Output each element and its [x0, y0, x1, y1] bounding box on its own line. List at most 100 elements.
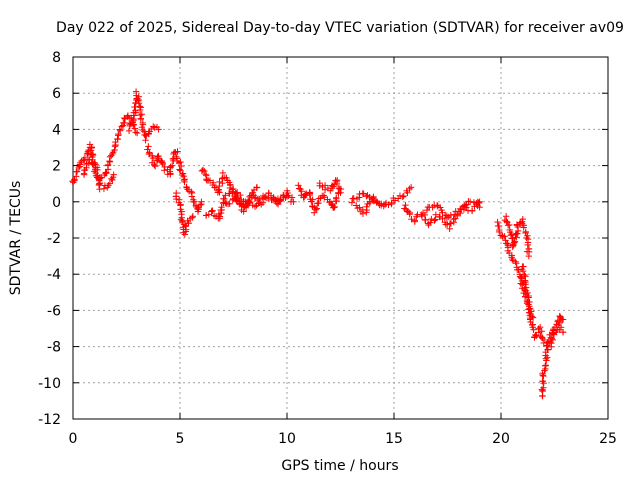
data-point — [179, 170, 187, 177]
data-point — [476, 204, 483, 211]
data-point — [402, 201, 409, 209]
y-tick-label: 8 — [52, 50, 61, 66]
data-point — [274, 200, 282, 208]
data-point — [530, 326, 537, 333]
data-point — [134, 129, 141, 137]
data-point — [221, 195, 228, 203]
data-point — [421, 216, 429, 224]
data-point — [316, 182, 323, 189]
data-point — [388, 199, 395, 207]
data-point — [251, 203, 259, 210]
data-point — [177, 167, 184, 174]
data-point — [447, 220, 455, 227]
data-point — [502, 237, 509, 244]
data-point — [75, 164, 83, 172]
data-point — [333, 180, 341, 188]
data-point — [532, 332, 540, 339]
data-point — [215, 187, 222, 195]
data-point — [117, 127, 124, 134]
data-point — [151, 161, 158, 168]
data-point — [155, 126, 162, 133]
y-tick-label: 0 — [52, 195, 61, 211]
data-point — [177, 158, 184, 166]
data-point — [202, 171, 209, 178]
data-point — [337, 189, 344, 196]
data-point — [202, 212, 210, 219]
data-point — [496, 228, 503, 236]
data-point — [130, 115, 137, 123]
data-point — [545, 338, 552, 345]
data-point — [166, 168, 174, 175]
y-tick-label: 6 — [52, 86, 61, 102]
data-point — [216, 189, 223, 196]
data-point — [111, 146, 118, 154]
data-point — [196, 201, 204, 209]
data-point — [265, 194, 272, 201]
data-point — [230, 185, 237, 193]
data-point — [242, 198, 249, 205]
data-point — [90, 161, 97, 168]
data-point — [313, 205, 321, 212]
data-point — [306, 191, 313, 199]
data-point — [256, 195, 263, 203]
data-point — [542, 362, 549, 370]
data-point — [195, 204, 202, 211]
data-point — [89, 153, 96, 161]
data-point — [70, 179, 77, 186]
data-point — [511, 239, 518, 246]
data-point — [190, 198, 197, 206]
data-point — [282, 194, 289, 201]
data-point — [406, 185, 413, 193]
data-point — [131, 103, 138, 111]
data-point — [169, 162, 176, 169]
data-point — [181, 231, 189, 238]
chart-title: Day 022 of 2025, Sidereal Day-to-day VTE… — [56, 20, 624, 36]
data-point — [198, 198, 205, 205]
axis-ticks — [72, 56, 609, 420]
data-point — [525, 294, 532, 301]
data-point — [209, 207, 216, 215]
data-point — [151, 162, 159, 170]
data-point — [174, 148, 181, 155]
data-point — [142, 137, 149, 144]
data-point — [350, 195, 357, 202]
data-point — [276, 196, 284, 204]
data-point — [104, 162, 112, 169]
y-tick-label: -8 — [47, 340, 61, 356]
data-point — [444, 221, 451, 228]
data-point — [513, 230, 520, 237]
data-point — [219, 169, 227, 177]
data-point — [451, 211, 458, 218]
data-point — [524, 241, 531, 249]
data-point — [312, 206, 320, 213]
data-point — [331, 203, 338, 211]
data-point — [330, 204, 338, 211]
data-point — [178, 171, 186, 179]
data-point — [466, 198, 474, 205]
data-point — [503, 218, 510, 225]
data-point — [283, 193, 291, 200]
data-point — [233, 190, 240, 197]
data-point — [548, 335, 556, 342]
data-point — [348, 199, 356, 206]
data-point — [132, 88, 140, 95]
data-point — [321, 186, 329, 193]
data-point — [222, 192, 229, 199]
data-point — [138, 111, 145, 118]
data-point — [201, 167, 208, 175]
y-tick-label: -2 — [47, 231, 61, 247]
y-tick-label: -10 — [38, 376, 61, 392]
data-point — [169, 155, 177, 163]
data-point — [218, 175, 226, 182]
data-point — [161, 167, 168, 174]
data-point — [138, 123, 146, 131]
data-point — [377, 202, 385, 209]
data-point — [89, 160, 96, 168]
data-point — [273, 200, 281, 207]
data-point — [363, 203, 370, 211]
data-point — [205, 211, 212, 218]
data-point — [269, 196, 277, 204]
data-point — [427, 219, 434, 226]
data-point — [559, 328, 567, 336]
